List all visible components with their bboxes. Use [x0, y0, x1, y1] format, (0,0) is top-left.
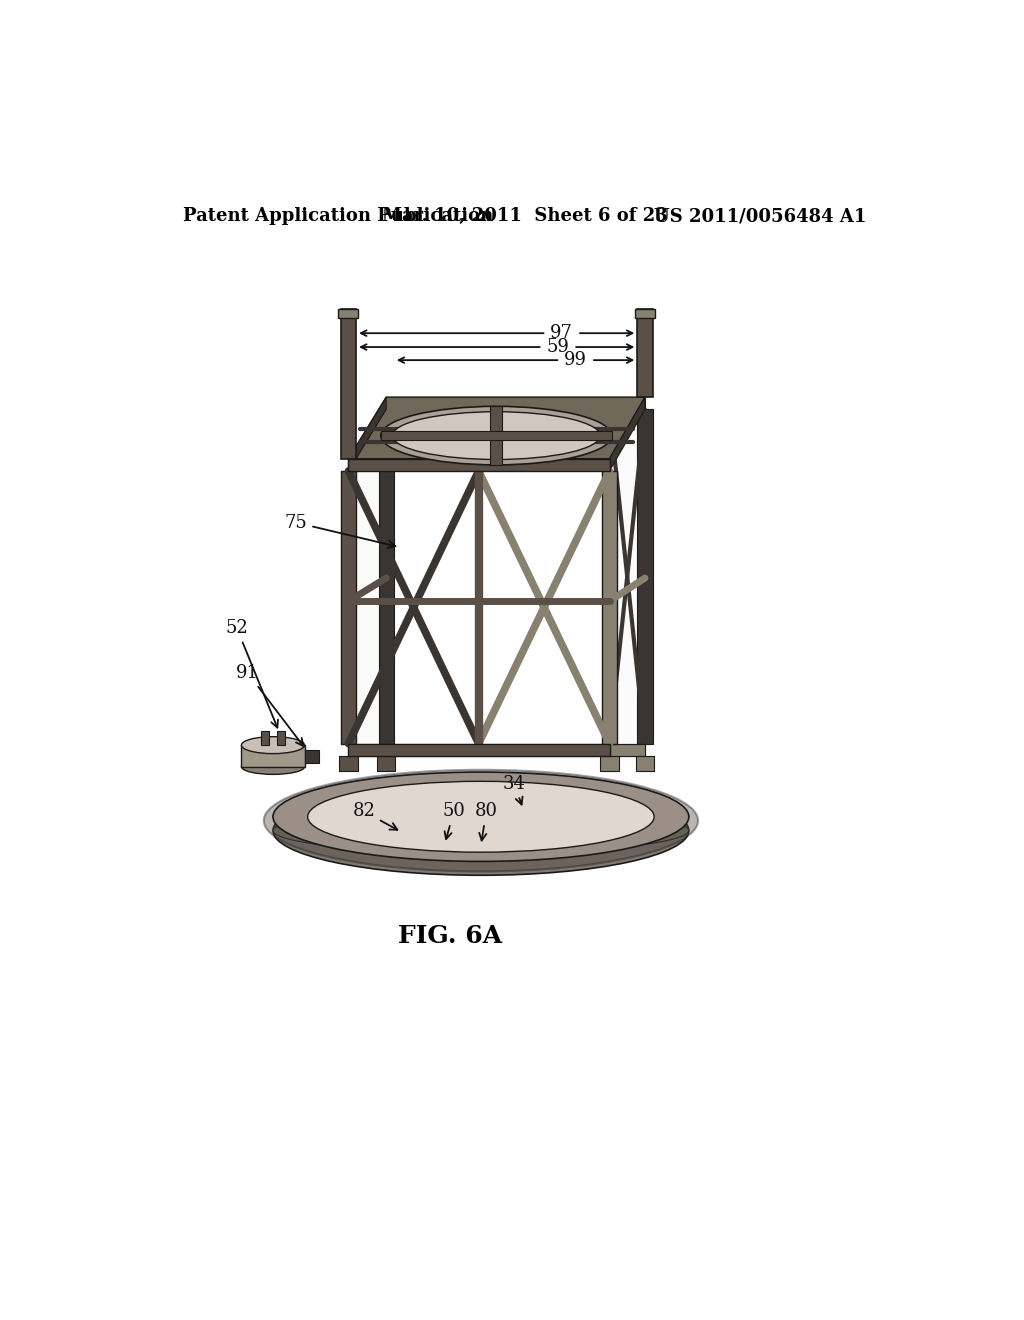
Polygon shape [386, 397, 645, 409]
Polygon shape [348, 743, 609, 756]
Polygon shape [348, 397, 386, 471]
Ellipse shape [381, 407, 611, 465]
Polygon shape [637, 409, 652, 743]
Text: 99: 99 [564, 351, 587, 370]
Text: US 2011/0056484 A1: US 2011/0056484 A1 [654, 207, 866, 226]
Ellipse shape [273, 772, 689, 862]
Polygon shape [242, 744, 304, 767]
Polygon shape [602, 471, 617, 743]
Ellipse shape [273, 785, 689, 875]
Polygon shape [339, 756, 357, 771]
Text: 50: 50 [442, 803, 465, 840]
Text: 34: 34 [503, 775, 525, 805]
Polygon shape [348, 397, 645, 459]
Text: 97: 97 [550, 325, 573, 342]
Polygon shape [261, 731, 269, 744]
Polygon shape [377, 756, 395, 771]
Polygon shape [490, 407, 503, 465]
Polygon shape [341, 309, 356, 459]
Text: 52: 52 [225, 619, 278, 727]
Polygon shape [379, 409, 394, 743]
Polygon shape [636, 756, 654, 771]
Polygon shape [348, 459, 609, 471]
Ellipse shape [242, 737, 304, 754]
Polygon shape [341, 409, 394, 743]
Polygon shape [386, 743, 645, 756]
Text: 82: 82 [352, 803, 397, 830]
Text: 80: 80 [475, 803, 498, 841]
Text: 75: 75 [285, 513, 395, 548]
Polygon shape [273, 810, 689, 853]
Polygon shape [600, 756, 618, 771]
Polygon shape [637, 309, 652, 397]
Polygon shape [339, 309, 358, 318]
Ellipse shape [242, 759, 304, 775]
Polygon shape [635, 309, 655, 318]
Ellipse shape [264, 770, 698, 871]
Polygon shape [609, 743, 645, 756]
Polygon shape [381, 430, 611, 441]
Polygon shape [348, 743, 386, 756]
Ellipse shape [392, 412, 600, 459]
Text: 59: 59 [547, 338, 569, 356]
Polygon shape [304, 750, 319, 763]
Text: Patent Application Publication: Patent Application Publication [183, 207, 494, 226]
Text: 91: 91 [237, 664, 303, 746]
Ellipse shape [307, 781, 654, 853]
Polygon shape [276, 731, 285, 744]
Text: FIG. 6A: FIG. 6A [398, 924, 502, 948]
Text: Mar. 10, 2011  Sheet 6 of 23: Mar. 10, 2011 Sheet 6 of 23 [382, 207, 668, 226]
Polygon shape [609, 397, 645, 471]
Polygon shape [602, 409, 652, 743]
Polygon shape [341, 471, 356, 743]
